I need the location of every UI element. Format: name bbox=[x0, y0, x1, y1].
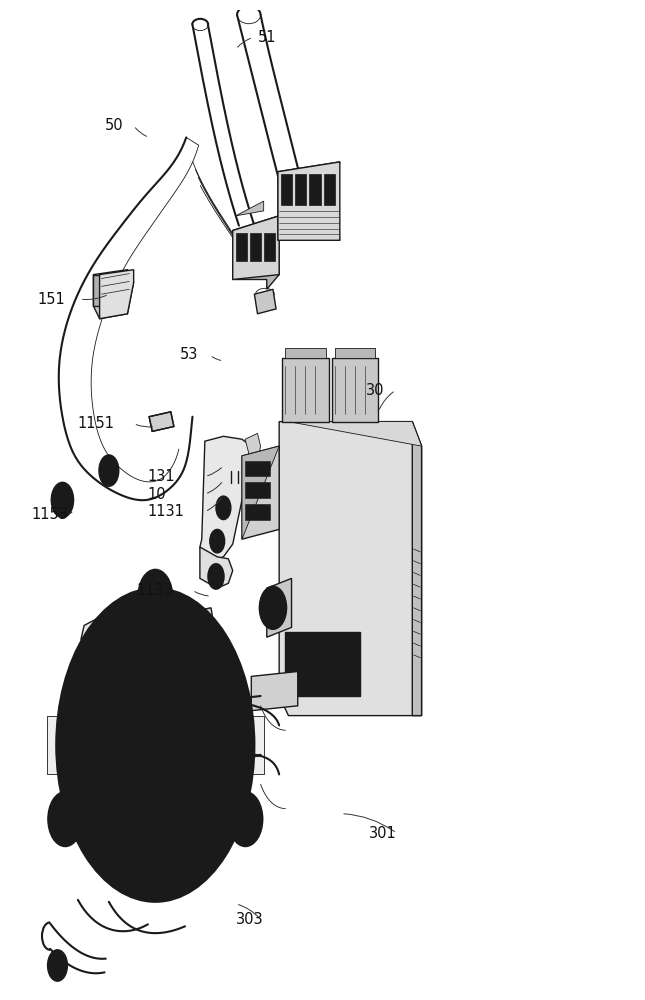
Polygon shape bbox=[99, 270, 134, 319]
Polygon shape bbox=[252, 672, 298, 711]
Polygon shape bbox=[285, 348, 326, 358]
Polygon shape bbox=[47, 716, 264, 774]
Text: 1153: 1153 bbox=[32, 507, 68, 522]
Text: 131: 131 bbox=[148, 469, 175, 484]
Polygon shape bbox=[200, 436, 254, 561]
Circle shape bbox=[216, 496, 231, 520]
Polygon shape bbox=[94, 270, 134, 319]
Polygon shape bbox=[242, 446, 279, 539]
Polygon shape bbox=[332, 358, 378, 422]
Polygon shape bbox=[233, 216, 279, 279]
Polygon shape bbox=[74, 657, 99, 701]
Polygon shape bbox=[233, 216, 279, 289]
Text: 51: 51 bbox=[257, 30, 276, 45]
Text: 53: 53 bbox=[180, 347, 199, 362]
Polygon shape bbox=[81, 598, 205, 647]
Circle shape bbox=[55, 803, 75, 835]
Bar bbox=[281, 174, 292, 205]
Text: 303: 303 bbox=[236, 912, 263, 927]
Circle shape bbox=[138, 569, 173, 624]
Polygon shape bbox=[278, 162, 340, 240]
Circle shape bbox=[208, 564, 224, 589]
Bar bbox=[295, 174, 306, 205]
Polygon shape bbox=[279, 422, 422, 446]
Polygon shape bbox=[149, 412, 174, 431]
Bar bbox=[201, 669, 224, 690]
Polygon shape bbox=[279, 422, 422, 716]
Text: 50: 50 bbox=[104, 118, 123, 133]
Circle shape bbox=[68, 498, 70, 502]
Text: 10: 10 bbox=[148, 487, 166, 502]
Bar bbox=[288, 637, 357, 691]
Circle shape bbox=[228, 792, 263, 847]
Text: 1151: 1151 bbox=[78, 416, 115, 431]
Polygon shape bbox=[94, 275, 99, 306]
Polygon shape bbox=[171, 608, 214, 652]
Polygon shape bbox=[67, 760, 94, 804]
Text: 301: 301 bbox=[369, 826, 397, 841]
Circle shape bbox=[58, 507, 61, 511]
Bar bbox=[285, 632, 360, 696]
Circle shape bbox=[79, 667, 95, 692]
Bar bbox=[177, 620, 205, 641]
Circle shape bbox=[48, 792, 83, 847]
Text: 30: 30 bbox=[366, 383, 384, 398]
Circle shape bbox=[52, 482, 74, 518]
Circle shape bbox=[64, 507, 67, 511]
Circle shape bbox=[145, 581, 165, 613]
Polygon shape bbox=[412, 422, 422, 716]
Polygon shape bbox=[267, 578, 292, 637]
Circle shape bbox=[99, 455, 119, 486]
Polygon shape bbox=[236, 201, 264, 216]
Circle shape bbox=[72, 770, 88, 795]
Polygon shape bbox=[278, 162, 340, 240]
Circle shape bbox=[266, 596, 281, 620]
Polygon shape bbox=[283, 358, 329, 422]
Polygon shape bbox=[242, 446, 279, 539]
Bar bbox=[245, 461, 270, 476]
Text: 151: 151 bbox=[37, 292, 65, 307]
Bar bbox=[250, 233, 261, 261]
Bar bbox=[324, 174, 335, 205]
Polygon shape bbox=[199, 657, 231, 694]
Polygon shape bbox=[245, 433, 261, 463]
Bar bbox=[236, 233, 247, 261]
Bar bbox=[245, 504, 270, 520]
Circle shape bbox=[152, 740, 159, 750]
Circle shape bbox=[217, 694, 242, 733]
Bar bbox=[245, 482, 270, 498]
Circle shape bbox=[148, 733, 163, 757]
Bar bbox=[264, 233, 275, 261]
Circle shape bbox=[48, 950, 67, 981]
Polygon shape bbox=[335, 348, 375, 358]
Circle shape bbox=[235, 803, 255, 835]
Polygon shape bbox=[200, 547, 233, 588]
Text: 1133: 1133 bbox=[137, 583, 174, 598]
Circle shape bbox=[259, 586, 286, 629]
Polygon shape bbox=[254, 289, 276, 314]
Text: 1131: 1131 bbox=[148, 504, 184, 519]
Circle shape bbox=[219, 727, 241, 763]
Circle shape bbox=[56, 588, 254, 902]
Circle shape bbox=[210, 529, 224, 553]
Bar bbox=[310, 174, 321, 205]
